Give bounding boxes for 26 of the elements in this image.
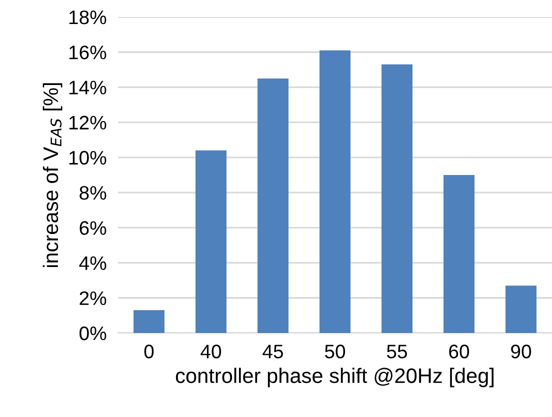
y-tick-label: 16% [69,46,106,60]
bar [382,64,412,333]
x-tick-label: 90 [511,344,532,358]
x-axis-title: controller phase shift @20Hz [deg] [176,368,494,388]
y-tick-label: 0% [80,326,106,340]
bar [506,286,536,333]
x-tick-label: 60 [449,344,470,358]
y-tick-label: 10% [69,150,106,165]
y-tick-label: 2% [80,291,106,306]
bar [134,310,164,333]
x-tick-label: 50 [324,344,346,358]
x-tick-label: 40 [200,344,222,358]
y-tick-label: 14% [69,80,106,94]
y-tick-label: 12% [69,116,106,130]
y-tick-label: 18% [69,10,106,24]
x-tick-label: 55 [386,344,407,358]
bar [320,50,350,333]
y-axis-title: increase of V$_{EAS}$ [%] [42,83,62,268]
bar [258,78,288,333]
x-tick-label: 45 [262,344,283,358]
bar [196,150,226,333]
y-tick-label: 8% [80,186,106,200]
y-tick-label: 4% [79,256,106,270]
bar [444,175,474,333]
x-tick-label: 0 [144,344,154,358]
y-tick-label: 6% [80,221,106,235]
